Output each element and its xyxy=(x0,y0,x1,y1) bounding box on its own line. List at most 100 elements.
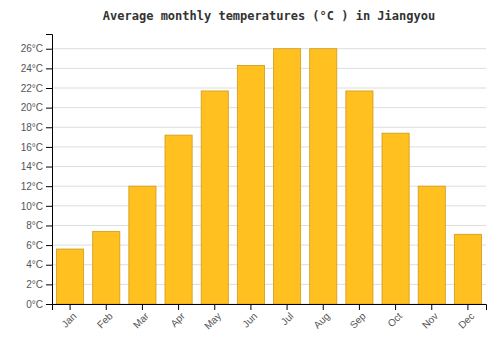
tick-mark xyxy=(323,304,324,310)
bar xyxy=(201,91,228,304)
bar xyxy=(310,49,337,304)
grid-line xyxy=(52,88,486,89)
tick: Nov xyxy=(420,304,440,331)
tick-label: 24°C xyxy=(21,63,43,74)
tick: 18°C xyxy=(21,122,52,133)
tick-mark xyxy=(359,304,360,310)
bar xyxy=(418,186,445,304)
tick-mark xyxy=(106,304,107,310)
bar xyxy=(237,65,264,304)
tick-mark xyxy=(287,304,288,310)
tick-label: Nov xyxy=(420,310,440,330)
tick: Sep xyxy=(348,304,369,331)
tick-label: 2°C xyxy=(26,279,43,290)
chart: 0°C 2°C 4°C 6°C 8°C 10°C 12°C 14°C 16°C 18°C 20°C 2… xyxy=(0,0,500,350)
tick-mark xyxy=(431,304,432,310)
tick: May xyxy=(202,304,223,332)
bar xyxy=(129,186,156,304)
tick-mark xyxy=(250,304,251,310)
bar xyxy=(346,91,373,304)
tick: 2°C xyxy=(26,279,52,290)
title: Average monthly temperatures (°C ) in Ji… xyxy=(103,9,435,23)
axis-line xyxy=(46,35,53,305)
tick-mark xyxy=(46,186,52,187)
tick-mark xyxy=(46,245,52,246)
tick: Oct xyxy=(385,304,404,329)
tick: 22°C xyxy=(21,83,52,94)
tick: 6°C xyxy=(26,240,52,251)
tick-mark xyxy=(46,127,52,128)
grid-line xyxy=(52,107,486,108)
tick-label: 8°C xyxy=(26,220,43,231)
tick-mark xyxy=(178,304,179,310)
tick-label: Jul xyxy=(279,310,296,327)
tick: 10°C xyxy=(21,201,52,212)
tick-mark xyxy=(46,108,52,109)
tick-label: Feb xyxy=(95,310,115,330)
tick: Dec xyxy=(456,304,476,331)
tick: Mar xyxy=(131,304,151,330)
tick: Jan xyxy=(59,304,78,330)
tick-label: 22°C xyxy=(21,83,43,94)
bar xyxy=(382,133,409,304)
tick-label: Apr xyxy=(168,310,187,329)
tick-label: 20°C xyxy=(21,102,43,113)
tick: Jun xyxy=(240,304,259,330)
tick-mark xyxy=(46,304,52,305)
grid-line xyxy=(52,166,486,167)
tick-label: 6°C xyxy=(26,240,43,251)
tick-label: Jun xyxy=(240,310,259,329)
bar xyxy=(165,135,192,304)
grid-line xyxy=(52,127,486,128)
tick-mark xyxy=(395,304,396,310)
tick-mark xyxy=(214,304,215,310)
tick-mark xyxy=(46,284,52,285)
tick-mark xyxy=(46,167,52,168)
tick-label: 14°C xyxy=(21,161,43,172)
grid xyxy=(52,49,486,304)
tick: 12°C xyxy=(21,181,52,192)
tick: 24°C xyxy=(21,63,52,74)
tick-mark xyxy=(467,304,468,310)
tick-label: Oct xyxy=(385,310,404,329)
tick-mark xyxy=(46,49,52,50)
tick-label: Aug xyxy=(311,310,331,330)
bars xyxy=(57,49,482,304)
grid-line xyxy=(52,146,486,147)
tick: 26°C xyxy=(21,43,52,54)
tick-label: 18°C xyxy=(21,122,43,133)
tick-label: 26°C xyxy=(21,43,43,54)
bar xyxy=(454,234,481,304)
tick: Feb xyxy=(95,304,115,330)
y-axis: 0°C 2°C 4°C 6°C 8°C 10°C 12°C 14°C 16°C 18°C 20°C 2… xyxy=(21,35,53,310)
tick-mark xyxy=(142,304,143,310)
bar xyxy=(93,231,120,304)
axis-line xyxy=(53,305,487,311)
tick-label: 16°C xyxy=(21,142,43,153)
grid-line xyxy=(52,48,486,49)
tick: 14°C xyxy=(21,161,52,172)
tick-label: Dec xyxy=(456,310,476,330)
tick-mark xyxy=(46,68,52,69)
tick-label: 0°C xyxy=(26,299,43,310)
tick-mark xyxy=(46,206,52,207)
tick-mark xyxy=(46,265,52,266)
tick: 20°C xyxy=(21,102,52,113)
tick-mark xyxy=(70,304,71,310)
bar xyxy=(57,249,84,304)
tick-label: May xyxy=(202,310,223,331)
tick: 4°C xyxy=(26,259,52,270)
tick-mark xyxy=(46,147,52,148)
tick-label: 10°C xyxy=(21,201,43,212)
tick-label: Mar xyxy=(131,310,151,330)
tick-label: Jan xyxy=(59,310,78,329)
tick-label: 4°C xyxy=(26,259,43,270)
tick-mark xyxy=(46,225,52,226)
tick: Jul xyxy=(279,304,296,327)
tick: 16°C xyxy=(21,142,52,153)
bar xyxy=(274,49,301,304)
tick: Apr xyxy=(168,304,187,329)
tick: 0°C xyxy=(26,299,52,310)
tick-label: Sep xyxy=(348,310,369,331)
plot: 0°C 2°C 4°C 6°C 8°C 10°C 12°C 14°C 16°C 18°C 20°C 2… xyxy=(21,35,487,332)
